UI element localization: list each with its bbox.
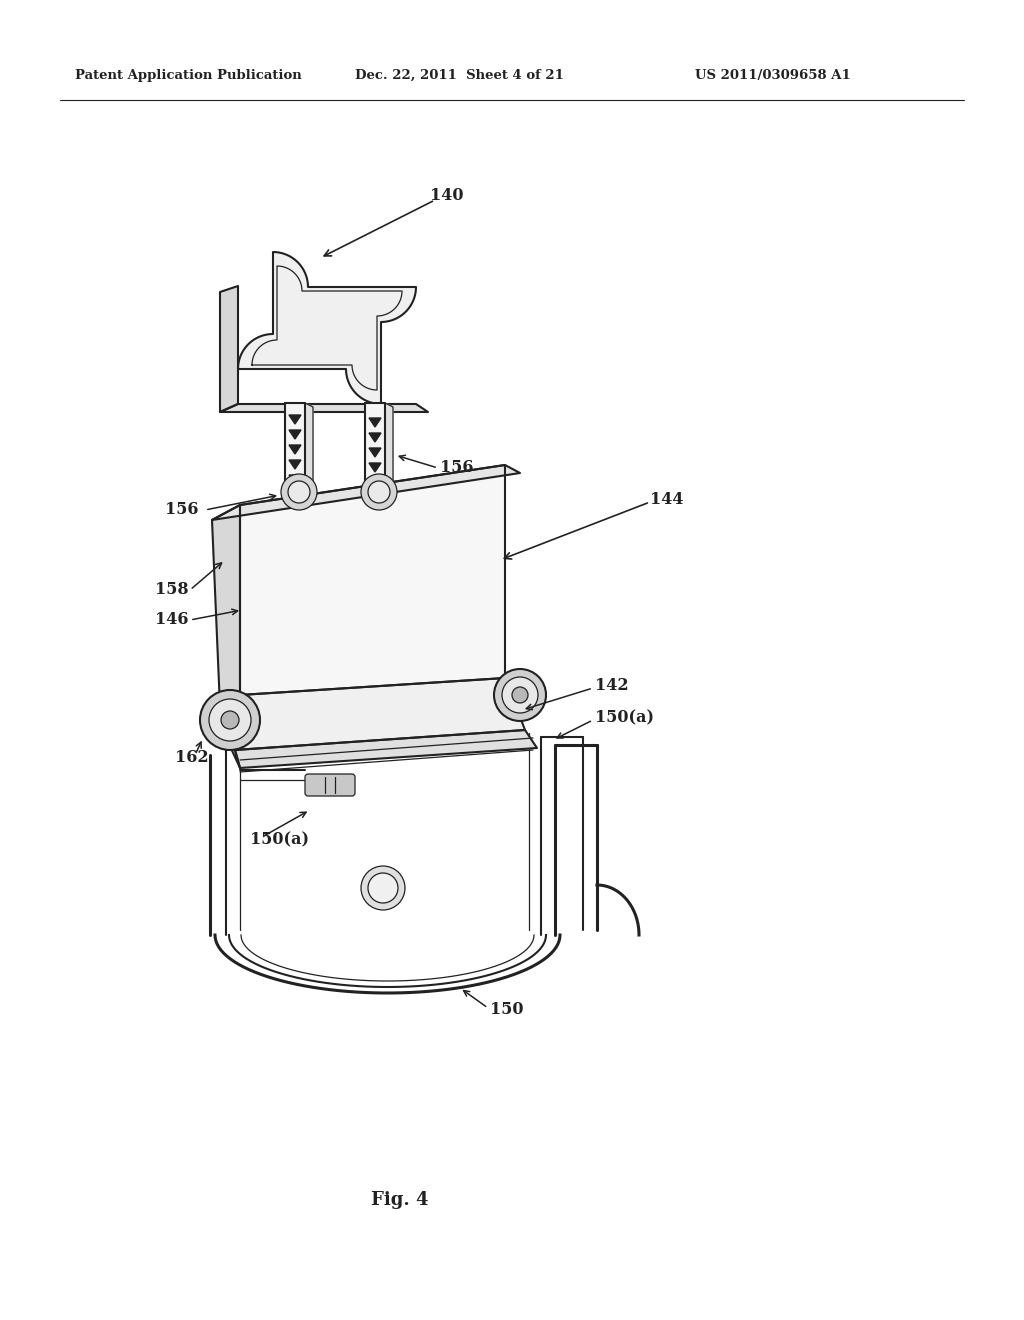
Text: 156: 156 — [165, 502, 199, 519]
Text: 146: 146 — [155, 611, 188, 628]
Polygon shape — [385, 403, 393, 494]
Text: 150(a): 150(a) — [595, 710, 654, 726]
Polygon shape — [289, 430, 301, 440]
Text: Dec. 22, 2011  Sheet 4 of 21: Dec. 22, 2011 Sheet 4 of 21 — [355, 69, 564, 82]
Circle shape — [200, 690, 260, 750]
Polygon shape — [220, 404, 428, 412]
Polygon shape — [289, 475, 301, 484]
Polygon shape — [240, 465, 505, 696]
Circle shape — [288, 480, 310, 503]
Polygon shape — [369, 463, 381, 473]
Circle shape — [368, 480, 390, 503]
FancyBboxPatch shape — [305, 774, 355, 796]
Polygon shape — [369, 418, 381, 426]
Text: 156: 156 — [440, 459, 473, 477]
Circle shape — [368, 873, 398, 903]
Text: 162: 162 — [175, 750, 209, 767]
Circle shape — [209, 700, 251, 741]
Polygon shape — [212, 506, 240, 708]
Text: 144: 144 — [650, 491, 683, 508]
Circle shape — [361, 866, 406, 909]
Circle shape — [502, 677, 538, 713]
Polygon shape — [289, 445, 301, 454]
Text: Fig. 4: Fig. 4 — [372, 1191, 429, 1209]
Polygon shape — [305, 403, 313, 494]
Text: 150: 150 — [490, 1002, 523, 1019]
Circle shape — [281, 474, 317, 510]
Circle shape — [512, 686, 528, 704]
Text: 150(a): 150(a) — [250, 832, 309, 849]
Text: 158: 158 — [155, 582, 188, 598]
Polygon shape — [238, 252, 416, 404]
Polygon shape — [285, 403, 305, 490]
Polygon shape — [289, 414, 301, 424]
Text: 140: 140 — [430, 186, 464, 203]
Text: Patent Application Publication: Patent Application Publication — [75, 69, 302, 82]
Polygon shape — [369, 447, 381, 457]
Circle shape — [221, 711, 239, 729]
Text: US 2011/0309658 A1: US 2011/0309658 A1 — [695, 69, 851, 82]
Polygon shape — [369, 433, 381, 442]
Text: 142: 142 — [595, 676, 629, 693]
Polygon shape — [220, 286, 238, 412]
Polygon shape — [234, 678, 525, 750]
Circle shape — [494, 669, 546, 721]
Circle shape — [361, 474, 397, 510]
Polygon shape — [212, 465, 520, 520]
Polygon shape — [365, 403, 385, 490]
Polygon shape — [289, 459, 301, 469]
Polygon shape — [212, 696, 240, 768]
Polygon shape — [234, 730, 537, 768]
